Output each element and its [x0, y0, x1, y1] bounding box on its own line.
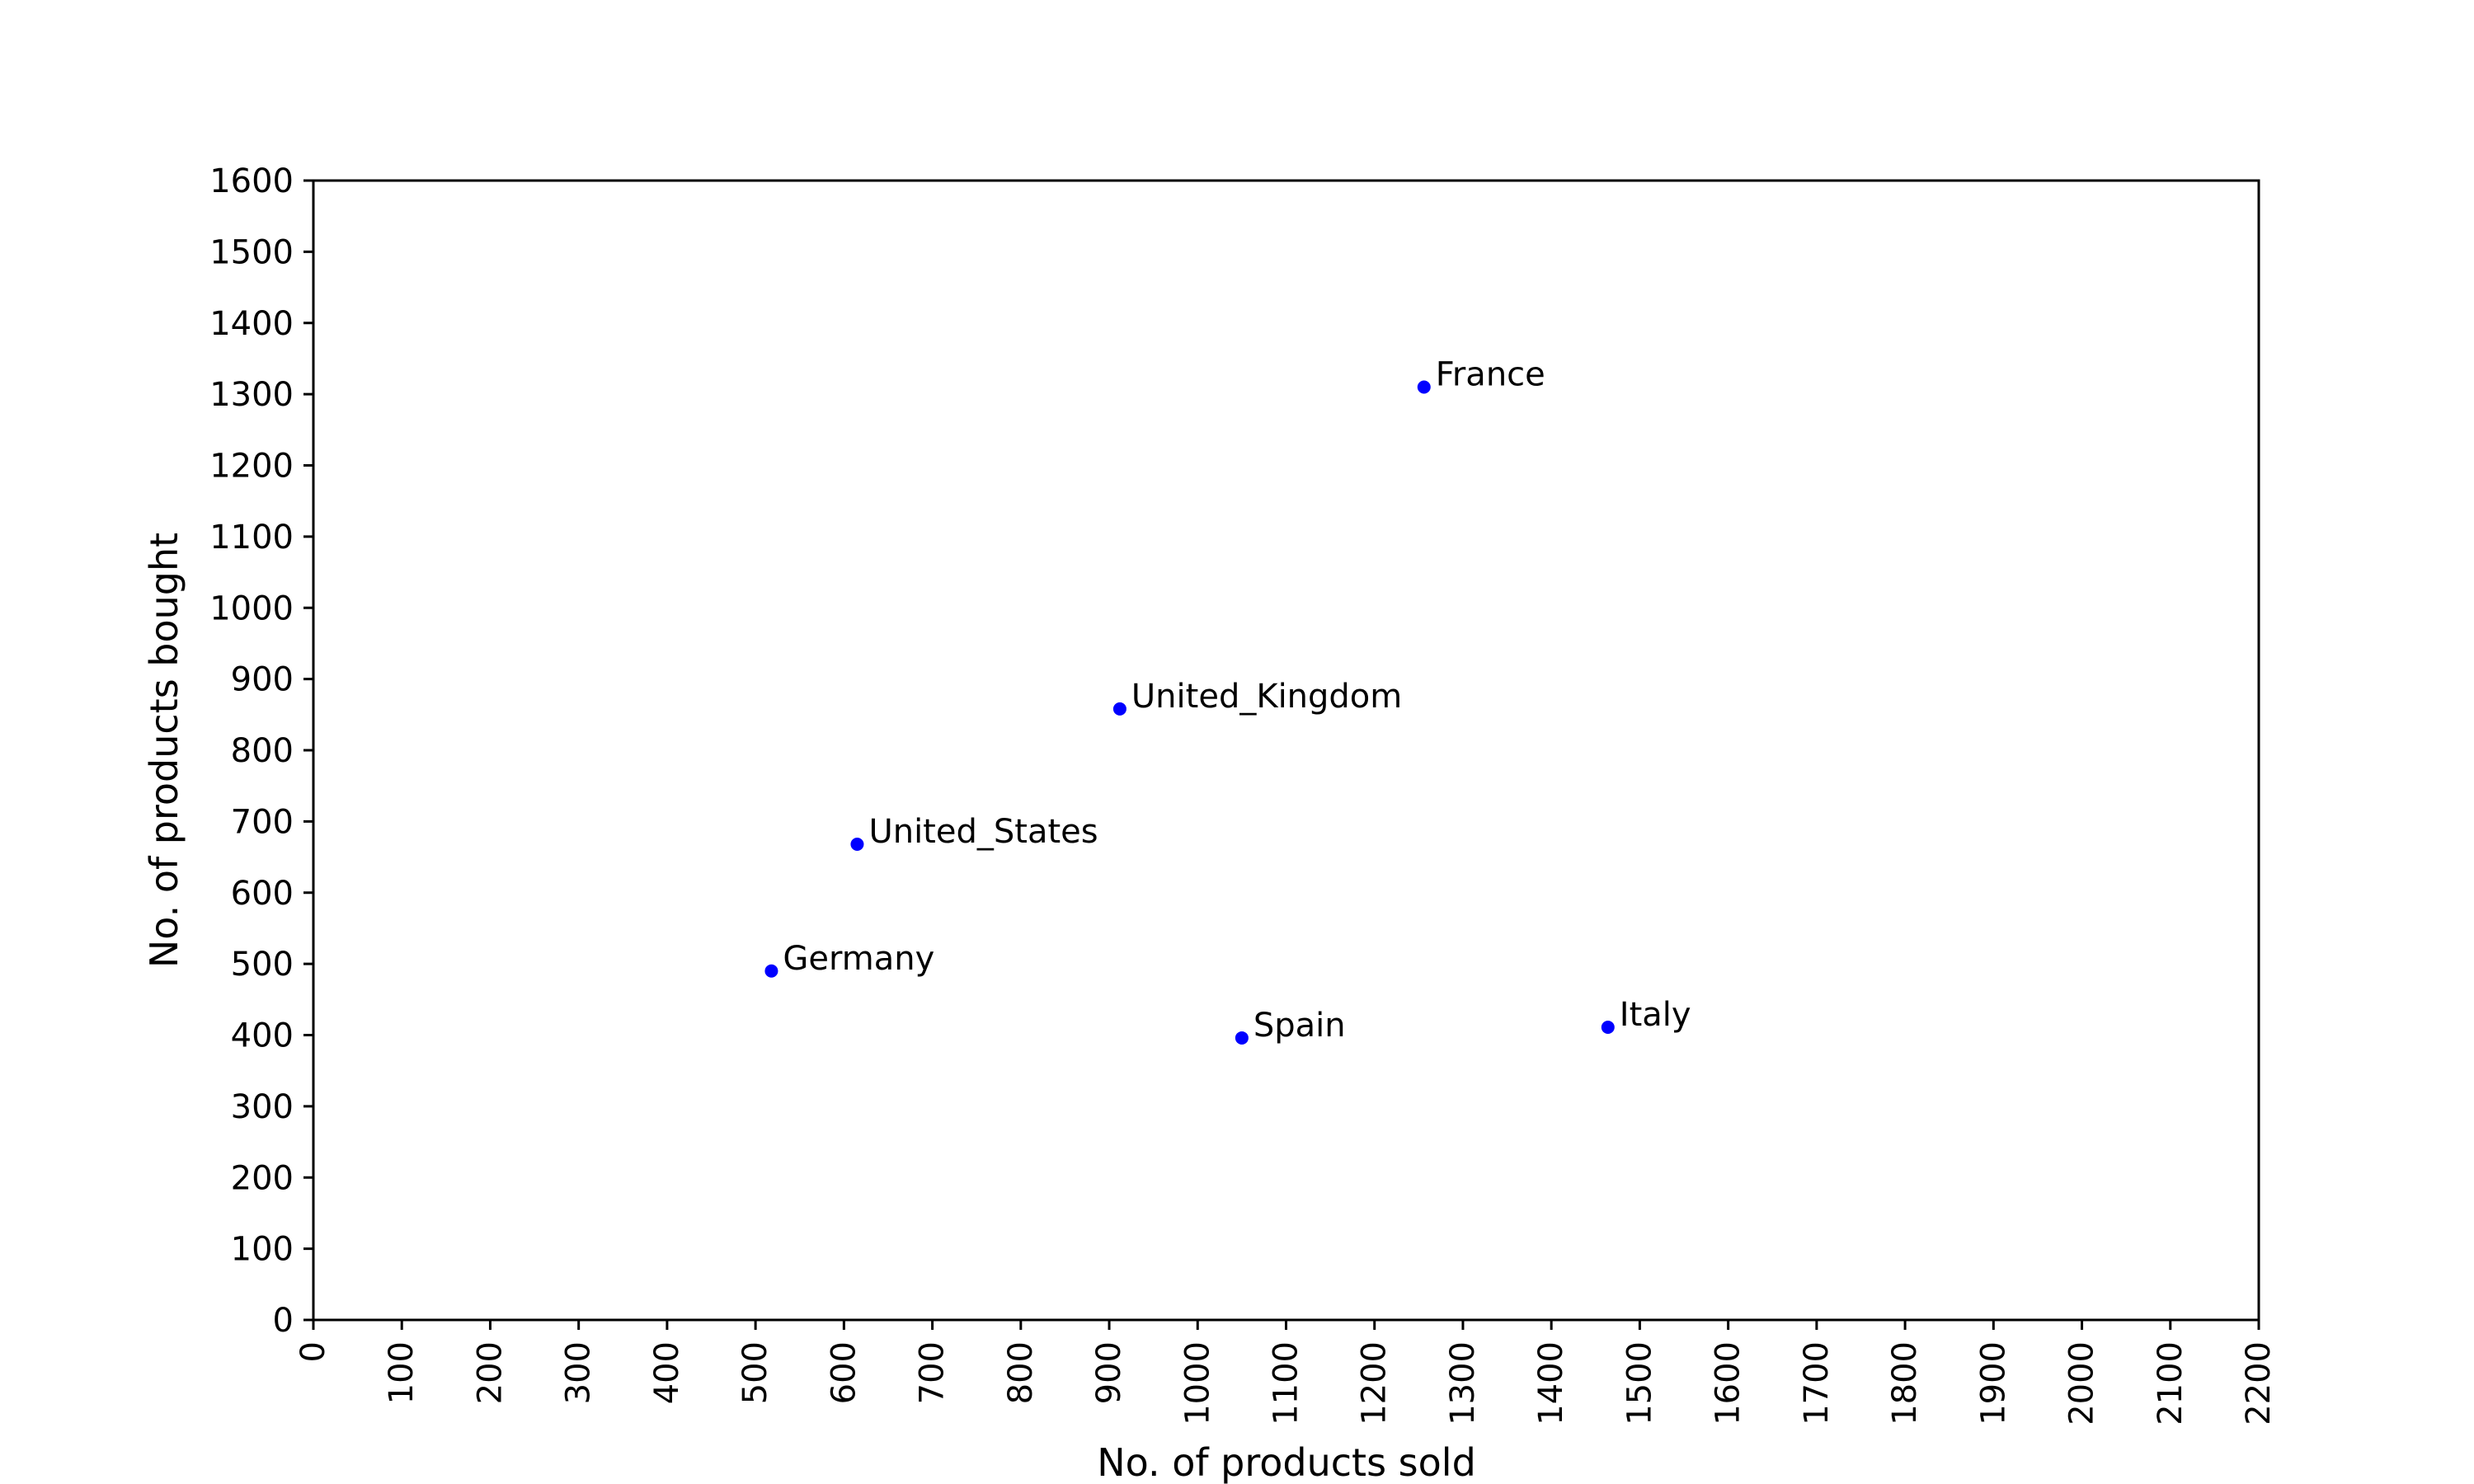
x-axis-ticks: 0 100 200 300 400 500 600 700 800 900 1000 1100 1200… — [294, 1320, 2278, 1425]
y-tick-label: 500 — [231, 946, 294, 984]
x-tick-label: 200 — [471, 1341, 509, 1404]
x-tick-label: 700 — [914, 1341, 952, 1404]
x-tick-label: 300 — [560, 1341, 598, 1404]
x-tick-label: 2100 — [2152, 1341, 2189, 1425]
x-tick-label: 800 — [1002, 1341, 1040, 1404]
point-label: United_States — [868, 813, 1098, 851]
x-tick-label: 0 — [294, 1341, 332, 1362]
x-tick-label: 1800 — [1886, 1341, 1924, 1425]
data-point — [1112, 702, 1126, 716]
y-tick-label: 1600 — [209, 162, 294, 200]
y-tick-label: 1500 — [209, 233, 294, 271]
point-label: Spain — [1253, 1007, 1346, 1045]
x-tick-label: 1900 — [1974, 1341, 2012, 1425]
point-label: United_Kingdom — [1131, 678, 1402, 716]
x-tick-label: 1300 — [1444, 1341, 1482, 1425]
x-tick-label: 900 — [1090, 1341, 1128, 1404]
y-tick-label: 100 — [231, 1231, 294, 1269]
x-tick-label: 1600 — [1710, 1341, 1747, 1425]
x-tick-label: 1500 — [1620, 1341, 1658, 1425]
data-point — [764, 964, 778, 978]
x-tick-label: 600 — [825, 1341, 863, 1404]
y-tick-label: 1200 — [209, 448, 294, 486]
data-points: France United_Kingdom United_States Germany… — [764, 355, 1691, 1045]
y-tick-label: 1000 — [209, 589, 294, 627]
y-tick-label: 800 — [231, 732, 294, 770]
y-tick-label: 700 — [231, 803, 294, 841]
x-axis-label: No. of products sold — [1097, 1440, 1476, 1484]
data-point — [1417, 380, 1431, 394]
point-label: Germany — [783, 940, 934, 978]
y-tick-label: 900 — [231, 661, 294, 699]
x-tick-label: 2000 — [2063, 1341, 2101, 1425]
y-tick-label: 0 — [273, 1302, 294, 1340]
x-tick-label: 500 — [736, 1341, 774, 1404]
y-tick-label: 1300 — [209, 376, 294, 414]
data-point — [850, 838, 864, 852]
y-tick-label: 600 — [231, 875, 294, 913]
y-axis-ticks: 0 100 200 300 400 500 600 700 800 900 1000 1100 1200… — [209, 162, 313, 1340]
data-point — [1235, 1031, 1249, 1045]
y-tick-label: 400 — [231, 1017, 294, 1055]
data-point — [1601, 1020, 1615, 1034]
x-tick-label: 1700 — [1798, 1341, 1836, 1425]
y-tick-label: 1400 — [209, 305, 294, 343]
point-label: France — [1436, 355, 1545, 393]
x-tick-label: 1000 — [1178, 1341, 1216, 1425]
plot-frame — [312, 179, 2260, 1322]
y-tick-label: 1100 — [209, 519, 294, 556]
x-tick-label: 1100 — [1268, 1341, 1305, 1425]
y-tick-label: 200 — [231, 1159, 294, 1197]
point-label: Italy — [1620, 996, 1691, 1034]
x-tick-label: 2200 — [2240, 1341, 2278, 1425]
y-axis-label: No. of products bought — [142, 533, 186, 968]
x-tick-label: 100 — [383, 1341, 421, 1404]
x-tick-label: 400 — [648, 1341, 686, 1404]
x-tick-label: 1200 — [1356, 1341, 1394, 1425]
x-tick-label: 1400 — [1532, 1341, 1570, 1425]
y-tick-label: 300 — [231, 1088, 294, 1126]
